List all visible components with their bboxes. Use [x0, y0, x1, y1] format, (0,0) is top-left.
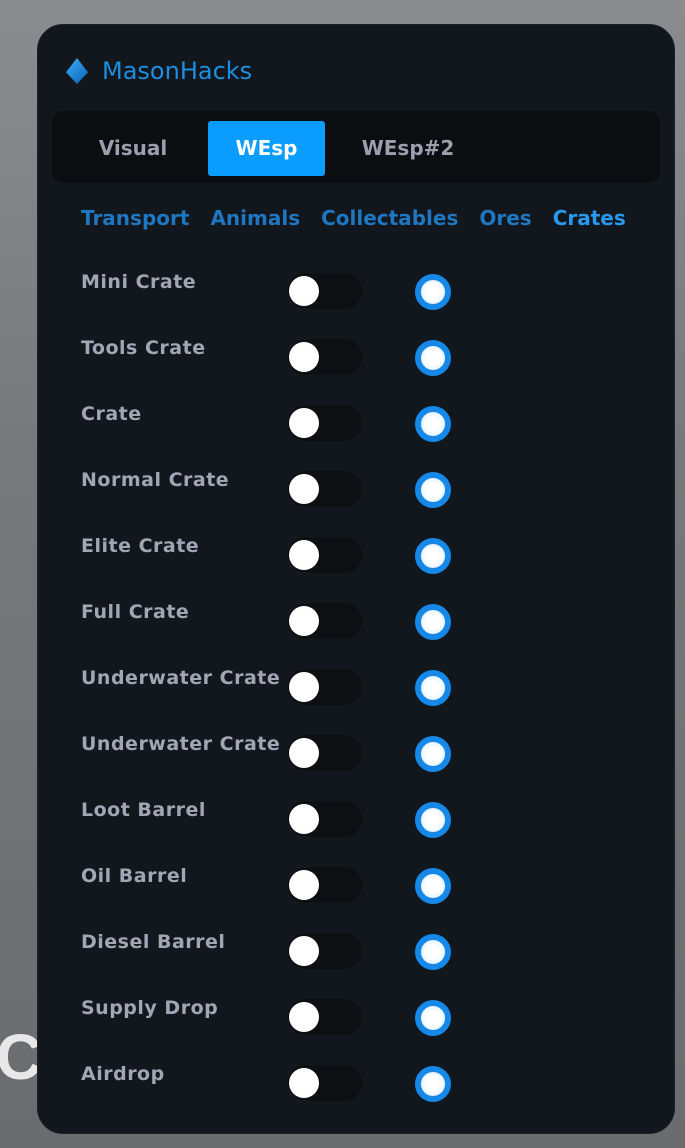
radio-button[interactable]: [415, 538, 451, 574]
toggle-knob: [289, 408, 319, 438]
toggle-switch[interactable]: [288, 735, 362, 771]
menu-panel: MasonHacks Visual WEsp WEsp#2 Transport …: [37, 24, 675, 1134]
item-label: Normal Crate: [81, 469, 230, 491]
category-crates[interactable]: Crates: [552, 206, 626, 230]
radio-button[interactable]: [415, 802, 451, 838]
radio-button[interactable]: [415, 736, 451, 772]
list-item: Full Crate: [38, 601, 674, 653]
radio-button[interactable]: [415, 1000, 451, 1036]
category-nav: Transport Animals Collectables Ores Crat…: [81, 206, 626, 230]
radio-button[interactable]: [415, 340, 451, 376]
item-label: Crate: [81, 403, 142, 425]
item-label: Airdrop: [81, 1063, 165, 1085]
list-item: Oil Barrel: [38, 865, 674, 917]
toggle-switch[interactable]: [288, 405, 362, 441]
radio-button[interactable]: [415, 274, 451, 310]
item-label: Loot Barrel: [81, 799, 206, 821]
item-label: Full Crate: [81, 601, 190, 623]
category-animals[interactable]: Animals: [210, 206, 301, 230]
item-label: Oil Barrel: [81, 865, 188, 887]
list-item: Normal Crate: [38, 469, 674, 521]
list-item: Loot Barrel: [38, 799, 674, 851]
list-item: Tools Crate: [38, 337, 674, 389]
toggle-knob: [289, 870, 319, 900]
tab-wesp2[interactable]: WEsp#2: [361, 136, 455, 160]
toggle-switch[interactable]: [288, 933, 362, 969]
radio-button[interactable]: [415, 406, 451, 442]
list-item: Crate: [38, 403, 674, 455]
radio-button[interactable]: [415, 670, 451, 706]
list-item: Supply Drop: [38, 997, 674, 1049]
radio-button[interactable]: [415, 1066, 451, 1102]
toggle-knob: [289, 1002, 319, 1032]
list-item: Underwater Crate: [38, 733, 674, 785]
toggle-switch[interactable]: [288, 339, 362, 375]
toggle-knob: [289, 474, 319, 504]
toggle-knob: [289, 804, 319, 834]
toggle-knob: [289, 276, 319, 306]
toggle-knob: [289, 936, 319, 966]
app-title: MasonHacks: [102, 57, 253, 85]
toggle-knob: [289, 672, 319, 702]
item-label: Supply Drop: [81, 997, 219, 1019]
tab-wesp[interactable]: WEsp: [208, 121, 325, 176]
item-label: Underwater Crate: [81, 667, 281, 689]
radio-button[interactable]: [415, 868, 451, 904]
tab-visual[interactable]: Visual: [98, 136, 168, 160]
radio-button[interactable]: [415, 934, 451, 970]
toggle-switch[interactable]: [288, 537, 362, 573]
toggle-knob: [289, 540, 319, 570]
toggle-knob: [289, 1068, 319, 1098]
diamond-logo-icon: [66, 58, 88, 84]
item-label: Underwater Crate: [81, 733, 281, 755]
toggle-switch[interactable]: [288, 999, 362, 1035]
list-item: Underwater Crate: [38, 667, 674, 719]
toggle-switch[interactable]: [288, 801, 362, 837]
toggle-switch[interactable]: [288, 1065, 362, 1101]
category-collectables[interactable]: Collectables: [321, 206, 459, 230]
item-label: Tools Crate: [81, 337, 206, 359]
list-item: Diesel Barrel: [38, 931, 674, 983]
list-item: Airdrop: [38, 1063, 674, 1115]
toggle-switch[interactable]: [288, 471, 362, 507]
radio-button[interactable]: [415, 472, 451, 508]
header: MasonHacks: [66, 57, 252, 85]
toggle-switch[interactable]: [288, 603, 362, 639]
category-ores[interactable]: Ores: [479, 206, 532, 230]
list-item: Elite Crate: [38, 535, 674, 587]
toggle-switch[interactable]: [288, 669, 362, 705]
item-label: Elite Crate: [81, 535, 200, 557]
toggle-knob: [289, 738, 319, 768]
tab-bar: Visual WEsp WEsp#2: [52, 111, 660, 183]
list-item: Mini Crate: [38, 271, 674, 323]
item-label: Mini Crate: [81, 271, 197, 293]
toggle-switch[interactable]: [288, 867, 362, 903]
item-label: Diesel Barrel: [81, 931, 226, 953]
toggle-switch[interactable]: [288, 273, 362, 309]
toggle-knob: [289, 342, 319, 372]
toggle-knob: [289, 606, 319, 636]
radio-button[interactable]: [415, 604, 451, 640]
category-transport[interactable]: Transport: [81, 206, 190, 230]
